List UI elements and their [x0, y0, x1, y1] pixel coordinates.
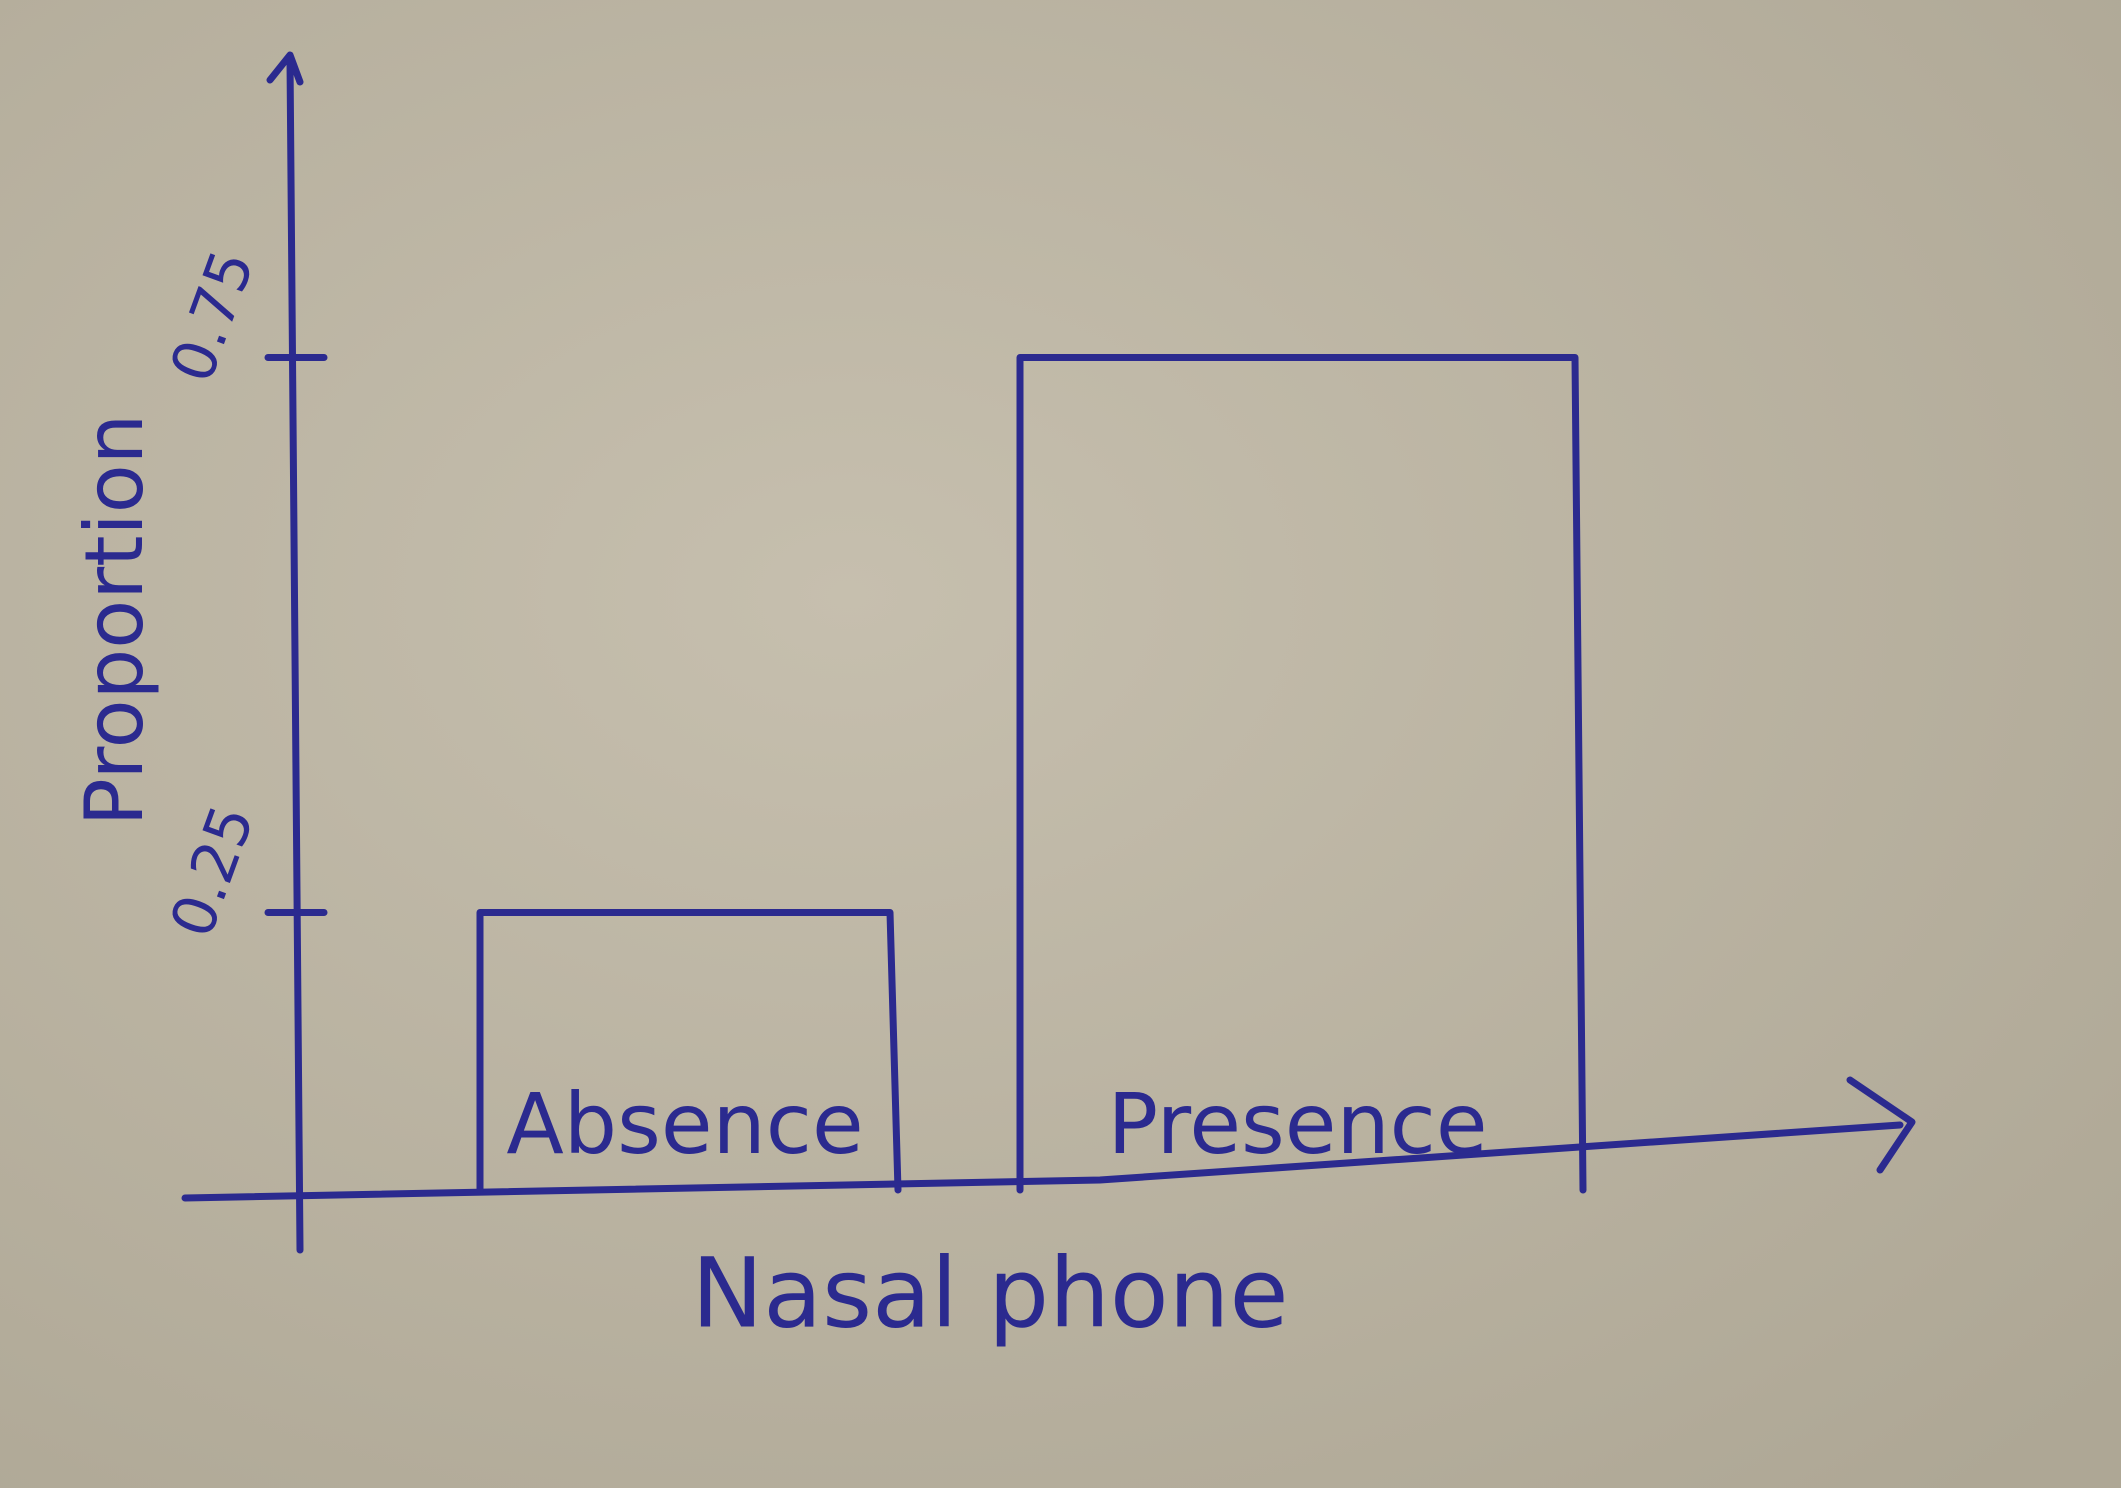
bar	[476, 909, 902, 1194]
y-axis-label: Proportion	[68, 414, 161, 827]
bar	[1016, 354, 1587, 1194]
x-tick-label: Absence	[506, 1075, 863, 1173]
x-axis	[181, 1076, 1916, 1202]
y-axis	[266, 51, 304, 1254]
x-tick-label: Presence	[1107, 1075, 1487, 1173]
x-axis-label: Nasal phone	[691, 1237, 1288, 1349]
